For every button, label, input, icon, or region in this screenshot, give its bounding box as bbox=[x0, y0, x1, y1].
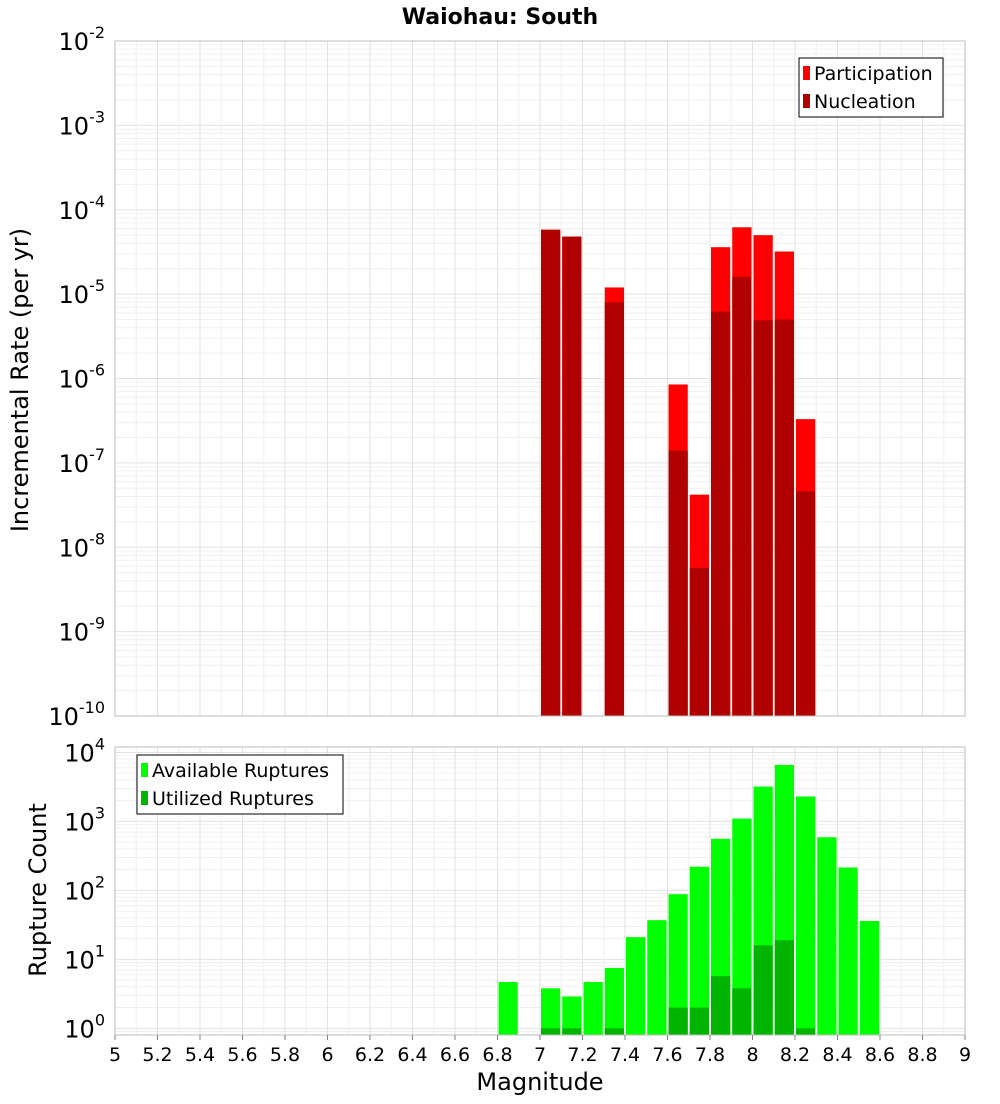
top-y-tick-label: 10-9 bbox=[59, 614, 106, 647]
bottom-x-tick-label: 8.4 bbox=[822, 1044, 852, 1066]
bottom-legend-swatch bbox=[141, 763, 148, 777]
top-y-tick-label: 10-6 bbox=[59, 361, 106, 394]
bottom-bar bbox=[604, 1028, 624, 1035]
bottom-bar bbox=[583, 981, 603, 1035]
bottom-x-tick-label: 5.4 bbox=[185, 1044, 215, 1066]
bottom-bar bbox=[796, 796, 816, 1035]
bottom-x-tick-label: 5.6 bbox=[227, 1044, 257, 1066]
top-legend-swatch bbox=[803, 94, 810, 108]
top-bar bbox=[753, 320, 773, 716]
bottom-bar bbox=[626, 937, 646, 1035]
bottom-x-tick-label: 6.4 bbox=[397, 1044, 427, 1066]
x-axis-label: Magnitude bbox=[476, 1068, 603, 1096]
bottom-bar bbox=[711, 976, 731, 1035]
bottom-x-tick-label: 8.2 bbox=[780, 1044, 810, 1066]
bottom-x-tick-label: 6.2 bbox=[355, 1044, 385, 1066]
top-series-1 bbox=[541, 229, 816, 717]
bottom-x-tick-label: 5 bbox=[109, 1044, 121, 1066]
bottom-bar bbox=[753, 945, 773, 1035]
top-bar bbox=[689, 567, 709, 716]
top-y-tick-label: 10-10 bbox=[48, 698, 105, 731]
top-y-tick-label: 10-5 bbox=[59, 276, 106, 309]
bottom-bar bbox=[668, 1007, 688, 1035]
bottom-y-tick-label: 104 bbox=[64, 734, 105, 767]
bottom-x-tick-label: 8.8 bbox=[907, 1044, 937, 1066]
top-bar bbox=[732, 276, 752, 716]
bottom-x-tick-label: 7.6 bbox=[652, 1044, 682, 1066]
bottom-x-tick-label: 8.6 bbox=[865, 1044, 895, 1066]
bottom-bar bbox=[541, 1028, 561, 1035]
bottom-legend: Available Ruptures Utilized Ruptures bbox=[136, 754, 344, 815]
top-panel: 10-10 10-9 10-8 10-7 10-6 10-5 10-4 10-3 10-2 Par… bbox=[48, 23, 966, 731]
bottom-bar bbox=[562, 996, 582, 1035]
bottom-bar bbox=[668, 894, 688, 1035]
top-bar bbox=[711, 311, 731, 716]
bottom-bar bbox=[647, 920, 667, 1035]
bottom-legend-label: Utilized Ruptures bbox=[152, 788, 314, 810]
bottom-x-tick-label: 5.8 bbox=[270, 1044, 300, 1066]
top-legend: Participation Nucleation bbox=[798, 57, 944, 118]
top-bar bbox=[541, 229, 561, 717]
bottom-x-tick-label: 7.8 bbox=[695, 1044, 725, 1066]
bottom-bar bbox=[604, 967, 624, 1035]
bottom-bar bbox=[732, 988, 752, 1035]
bottom-x-tick-label: 6.6 bbox=[440, 1044, 470, 1066]
top-grid bbox=[114, 40, 966, 717]
bottom-x-tick-label: 7.2 bbox=[567, 1044, 597, 1066]
top-y-tick-label: 10-4 bbox=[59, 192, 106, 225]
bottom-x-tick-label: 6 bbox=[321, 1044, 333, 1066]
top-bar bbox=[774, 319, 794, 716]
chart-title: Waiohau: South bbox=[402, 5, 598, 30]
top-y-tick-label: 10-8 bbox=[59, 529, 106, 562]
bottom-legend-box bbox=[136, 754, 344, 815]
bottom-legend-label: Available Ruptures bbox=[152, 760, 329, 782]
bottom-x-tick-label: 8 bbox=[746, 1044, 758, 1066]
top-y-tick-label: 10-2 bbox=[59, 23, 106, 56]
bottom-x-tick-label: 6.8 bbox=[482, 1044, 512, 1066]
top-y-axis-label: Incremental Rate (per yr) bbox=[6, 228, 34, 532]
bottom-bar bbox=[541, 988, 561, 1035]
bottom-y-axis-label: Rupture Count bbox=[24, 803, 52, 977]
bottom-bar bbox=[689, 866, 709, 1035]
bottom-bar bbox=[859, 920, 879, 1035]
top-y-tick-label: 10-7 bbox=[59, 445, 106, 478]
bottom-bar bbox=[774, 940, 794, 1035]
bottom-x-tick-label: 7 bbox=[534, 1044, 546, 1066]
top-bar bbox=[562, 236, 582, 716]
bottom-bar bbox=[498, 981, 518, 1035]
bottom-y-tick-label: 102 bbox=[64, 872, 105, 905]
bottom-x-tick-label: 7.4 bbox=[610, 1044, 640, 1066]
bottom-series-1 bbox=[541, 940, 816, 1035]
top-y-tick-label: 10-3 bbox=[59, 107, 106, 140]
bottom-bar bbox=[562, 1028, 582, 1035]
bottom-series-0 bbox=[498, 764, 879, 1035]
bottom-legend-swatch bbox=[141, 791, 148, 805]
bottom-bar bbox=[689, 1007, 709, 1035]
top-legend-box bbox=[798, 57, 944, 118]
bottom-bar bbox=[838, 867, 858, 1035]
top-legend-label: Participation bbox=[814, 63, 933, 85]
bottom-y-tick-label: 103 bbox=[64, 803, 105, 836]
bottom-bar bbox=[732, 818, 752, 1035]
bottom-y-tick-label: 101 bbox=[64, 941, 105, 974]
top-bar bbox=[668, 450, 688, 716]
top-plot-frame bbox=[114, 40, 966, 717]
bottom-panel: 100 101 102 103 104 5 5.2 5.4 5.6 5.8 6 6.2 6.4 6.6 6.… bbox=[64, 734, 971, 1066]
bottom-bar bbox=[796, 1028, 816, 1035]
top-legend-swatch bbox=[803, 66, 810, 80]
top-bar bbox=[604, 302, 624, 716]
top-bar bbox=[796, 491, 816, 716]
bottom-x-tick-label: 5.2 bbox=[142, 1044, 172, 1066]
bottom-y-tick-label: 100 bbox=[64, 1010, 105, 1043]
bottom-x-tick-label: 9 bbox=[959, 1044, 971, 1066]
bottom-bar bbox=[817, 837, 837, 1035]
top-legend-label: Nucleation bbox=[814, 91, 916, 113]
